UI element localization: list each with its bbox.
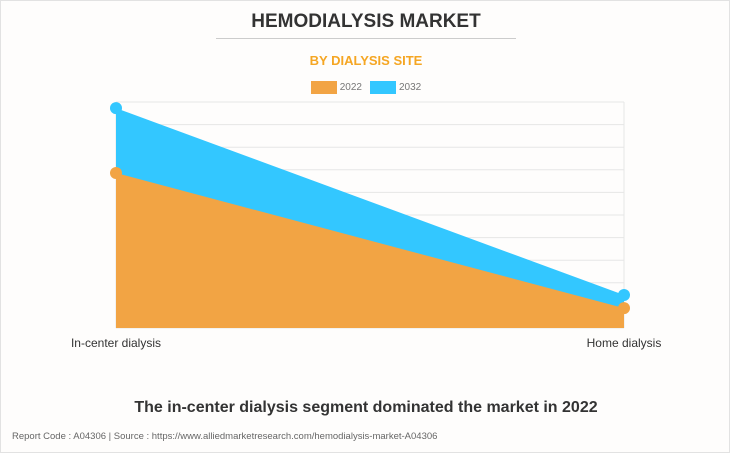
legend-swatch bbox=[370, 81, 396, 94]
area-chart: In-center dialysis Home dialysis bbox=[71, 101, 662, 350]
data-point-2022 bbox=[110, 166, 122, 179]
source-footer: Report Code : A04306 | Source : https://… bbox=[12, 431, 438, 442]
title-divider bbox=[216, 38, 516, 39]
legend-label: 2022 bbox=[339, 82, 362, 93]
legend-label: 2032 bbox=[399, 82, 422, 93]
legend: 2022 2032 bbox=[1, 81, 729, 94]
x-tick-label: Home dialysis bbox=[587, 336, 662, 350]
chart-caption: The in-center dialysis segment dominated… bbox=[134, 399, 598, 416]
data-point-2022 bbox=[618, 302, 630, 315]
x-tick-label: In-center dialysis bbox=[71, 336, 161, 350]
chart-title: HEMODIALYSIS MARKET bbox=[251, 11, 481, 32]
area-series-2022 bbox=[116, 172, 624, 328]
chart-subtitle: BY DIALYSIS SITE bbox=[309, 53, 423, 68]
data-point-2032 bbox=[618, 289, 630, 302]
legend-item-2032[interactable]: 2032 bbox=[370, 81, 421, 94]
data-point-2032 bbox=[110, 102, 122, 115]
legend-swatch bbox=[310, 81, 337, 94]
legend-item-2022[interactable]: 2022 bbox=[310, 81, 362, 94]
